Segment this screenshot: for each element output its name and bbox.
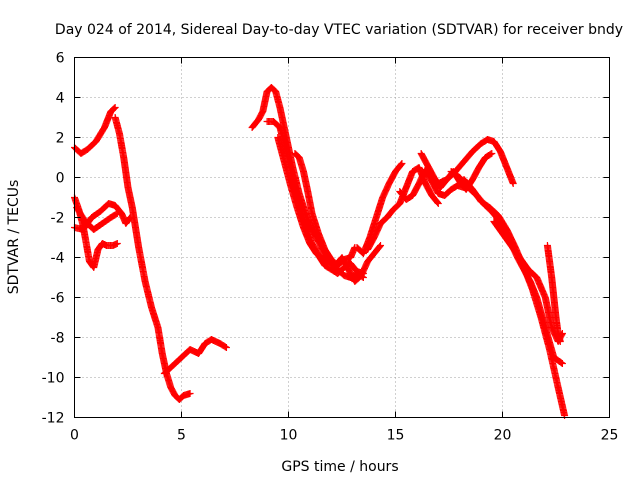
grid-lines [74, 57, 610, 418]
y-axis-title: SDTVAR / TECUs [6, 180, 22, 295]
series-track-12 [364, 164, 442, 253]
y-tick-label: -6 [51, 291, 65, 307]
y-tick-label: 4 [56, 91, 65, 107]
plus-marker [487, 150, 495, 158]
y-tick-label: 2 [56, 131, 65, 147]
x-tick-label: 25 [601, 428, 619, 444]
x-axis-title: GPS time / hours [281, 459, 398, 475]
plus-marker [398, 160, 406, 167]
y-tick-label: 6 [56, 51, 65, 67]
series-track-19 [543, 242, 564, 345]
series-track-15 [434, 136, 517, 187]
plus-marker [557, 359, 565, 367]
plus-marker [509, 180, 517, 187]
plus-marker [112, 210, 120, 218]
plus-marker [113, 240, 121, 247]
series-track-18 [490, 218, 566, 345]
chart-title: Day 024 of 2014, Sidereal Day-to-day VTE… [55, 22, 623, 38]
series-track-5 [111, 114, 194, 403]
x-tick-label: 0 [70, 428, 79, 444]
plus-marker [109, 105, 117, 113]
plus-marker [221, 343, 229, 351]
plus-marker [377, 242, 385, 249]
series-track-10 [291, 150, 359, 269]
y-tick-label: -2 [51, 211, 65, 227]
x-tick-label: 5 [177, 428, 186, 444]
plus-marker [111, 104, 119, 111]
series-track-1 [71, 104, 119, 157]
plus-marker [186, 390, 194, 397]
x-tick-label: 10 [280, 428, 298, 444]
x-tick-label: 20 [494, 428, 512, 444]
series-track-4 [73, 204, 121, 233]
plus-marker [488, 150, 496, 157]
series-track-3 [71, 200, 134, 233]
x-tick-label: 15 [387, 428, 405, 444]
plus-marker [110, 104, 118, 112]
plus-marker [556, 338, 564, 345]
y-tick-label: -10 [42, 371, 65, 387]
series-track-6 [160, 336, 230, 377]
plus-marker [397, 161, 405, 168]
series-track-9 [274, 134, 385, 285]
data-series [71, 84, 569, 419]
y-tick-label: -8 [51, 331, 65, 347]
plot-frame [74, 57, 610, 418]
y-tick-label: -4 [51, 251, 65, 267]
plus-marker [376, 243, 384, 250]
y-tick-label: 0 [56, 171, 65, 187]
series-track-11 [353, 160, 406, 257]
plus-marker [222, 344, 230, 351]
plus-marker [433, 199, 441, 206]
y-tick-label: -12 [42, 411, 65, 427]
plus-marker [113, 210, 121, 217]
axis-ticks: 0 5 10 15 20 25 -12 -10 -8 -6 -4 -2 0 2 4 6 [42, 51, 619, 444]
plus-marker [434, 200, 442, 207]
plus-marker [558, 360, 566, 367]
